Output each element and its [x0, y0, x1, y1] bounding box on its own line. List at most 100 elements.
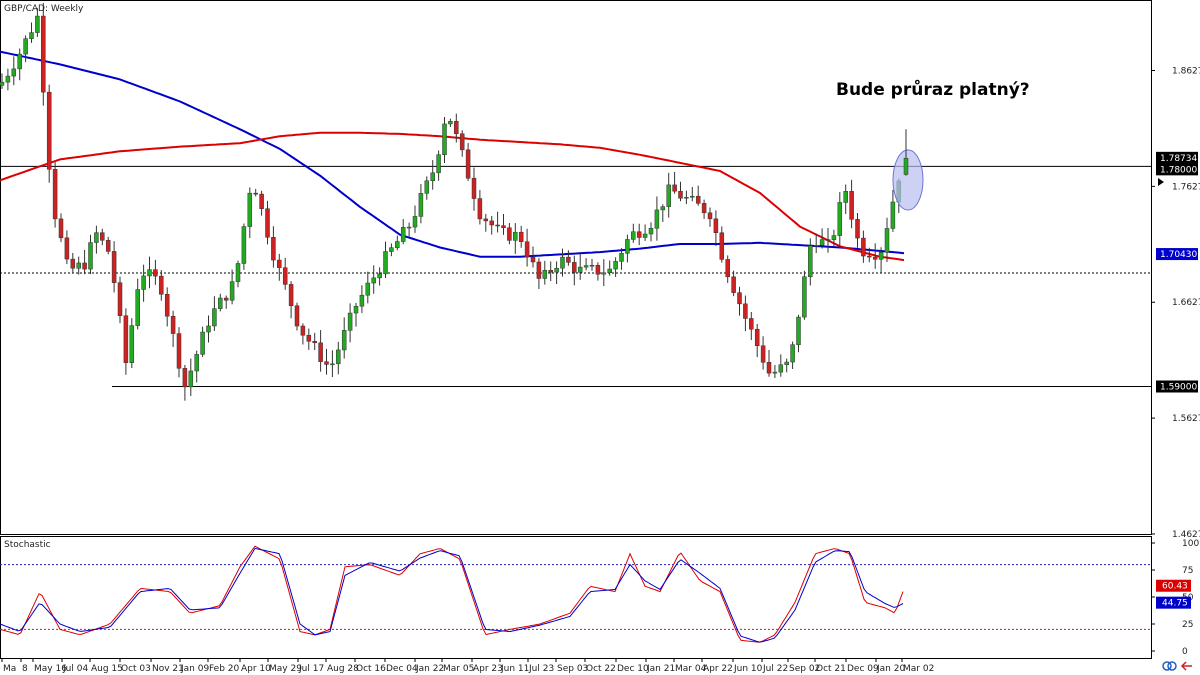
- candle-body: [613, 261, 618, 270]
- candle-body: [548, 269, 553, 273]
- candle-body: [648, 228, 654, 235]
- stochastic-lines: [0, 545, 904, 643]
- arrow-left-icon[interactable]: [1180, 661, 1192, 671]
- candle-body: [872, 256, 878, 260]
- candle-body: [554, 267, 559, 273]
- candle-body: [271, 237, 276, 261]
- x-tick-label: Sep 02: [789, 664, 820, 674]
- candle-body: [100, 232, 105, 241]
- candle-body: [312, 341, 317, 344]
- stochastic-line: [0, 547, 904, 643]
- candle-body: [170, 315, 176, 334]
- candle-body: [235, 263, 241, 282]
- candle-body: [855, 219, 860, 239]
- candle-body: [672, 184, 677, 192]
- x-tick-label: Jun 10: [733, 664, 763, 674]
- candle-body: [790, 344, 795, 363]
- candle-body: [436, 154, 441, 174]
- stochastic-y-tick-label: 0: [1182, 647, 1188, 657]
- stochastic-tag-label: 60.43: [1162, 582, 1188, 592]
- candle-body: [878, 252, 884, 260]
- candle-body: [808, 245, 813, 278]
- x-tick-label: Oct 21: [816, 664, 846, 674]
- main-y-axis: 1.86272 1.76272 1.66272 1.56272 1.46272 1.787…: [1151, 66, 1200, 540]
- candle-body: [141, 275, 146, 290]
- candle-body: [884, 228, 890, 253]
- candle-body: [88, 242, 93, 270]
- candle-body: [123, 315, 129, 363]
- x-tick-label: Jan 21: [646, 664, 675, 674]
- candle-body: [690, 195, 695, 198]
- candle-body: [247, 192, 253, 227]
- candle-body: [430, 172, 435, 182]
- candle-body: [406, 226, 412, 229]
- candle-body: [566, 256, 571, 263]
- candle-body: [589, 264, 595, 267]
- candle-body: [725, 259, 730, 278]
- candle-body: [837, 202, 843, 236]
- link-icon[interactable]: [1162, 661, 1177, 671]
- candle-body: [306, 334, 312, 342]
- candle-body: [336, 349, 341, 365]
- candle-body: [353, 305, 359, 314]
- breakout-question: Bude průraz platný?: [836, 78, 1030, 100]
- moving-average-line: [0, 131, 905, 262]
- candle-body: [35, 15, 40, 33]
- x-tick-label: Apr 23: [473, 664, 503, 674]
- candle-body: [229, 281, 235, 301]
- candle-body: [459, 133, 465, 151]
- candle-body: [277, 259, 282, 268]
- x-tick-label: Jun 11: [500, 664, 529, 674]
- price-tag: [1156, 151, 1198, 164]
- candle-body: [636, 231, 642, 238]
- candle-body: [849, 191, 854, 220]
- y-tick-label: 1.66272: [1172, 298, 1200, 308]
- y-tick-label: 1.56272: [1172, 414, 1200, 424]
- moving-average-lines: [0, 50, 905, 262]
- candle-body: [70, 258, 76, 269]
- candle-body: [17, 53, 22, 70]
- candle-body: [524, 241, 530, 258]
- stochastic-tag-label: 44.75: [1162, 599, 1188, 609]
- x-tick-label: Aug 28: [327, 664, 359, 674]
- x-tick-label: Jan 20: [876, 664, 905, 674]
- candle-body: [631, 231, 636, 240]
- candle-body: [560, 256, 565, 269]
- candle-body: [819, 239, 825, 246]
- candle-body: [182, 368, 188, 388]
- x-tick-label: Dec 10: [617, 664, 649, 674]
- candle-body: [82, 262, 87, 270]
- candle-body: [218, 297, 223, 309]
- x-tick-label: Ma: [3, 664, 16, 674]
- candle-body: [737, 292, 742, 305]
- candle-body: [330, 363, 335, 366]
- candle-body: [825, 239, 831, 241]
- candle-body: [501, 225, 506, 229]
- candle-body: [695, 195, 701, 204]
- stochastic-y-tick-label: 25: [1182, 620, 1193, 630]
- candle-body: [11, 68, 17, 77]
- price-tag: [1156, 248, 1198, 261]
- candle-body: [477, 198, 483, 220]
- x-tick-label: Mar 02: [903, 664, 934, 674]
- candle-body: [684, 196, 689, 199]
- candle-body: [442, 123, 447, 155]
- candle-body: [64, 237, 70, 260]
- price-tag: [1156, 163, 1198, 176]
- stochastic-y-tick-label: 75: [1182, 566, 1193, 576]
- x-tick-label: Apr 10: [241, 664, 271, 674]
- candle-body: [395, 241, 400, 248]
- breakout-highlight: [892, 149, 924, 211]
- candle-body: [400, 227, 406, 242]
- candle-body: [176, 333, 182, 369]
- candlesticks: [0, 2, 902, 401]
- candle-body: [164, 294, 170, 317]
- candle-body: [52, 169, 58, 220]
- x-tick-label: Sep 03: [557, 664, 588, 674]
- candle-body: [749, 318, 754, 330]
- candle-body: [495, 224, 500, 227]
- candle-body: [530, 256, 536, 263]
